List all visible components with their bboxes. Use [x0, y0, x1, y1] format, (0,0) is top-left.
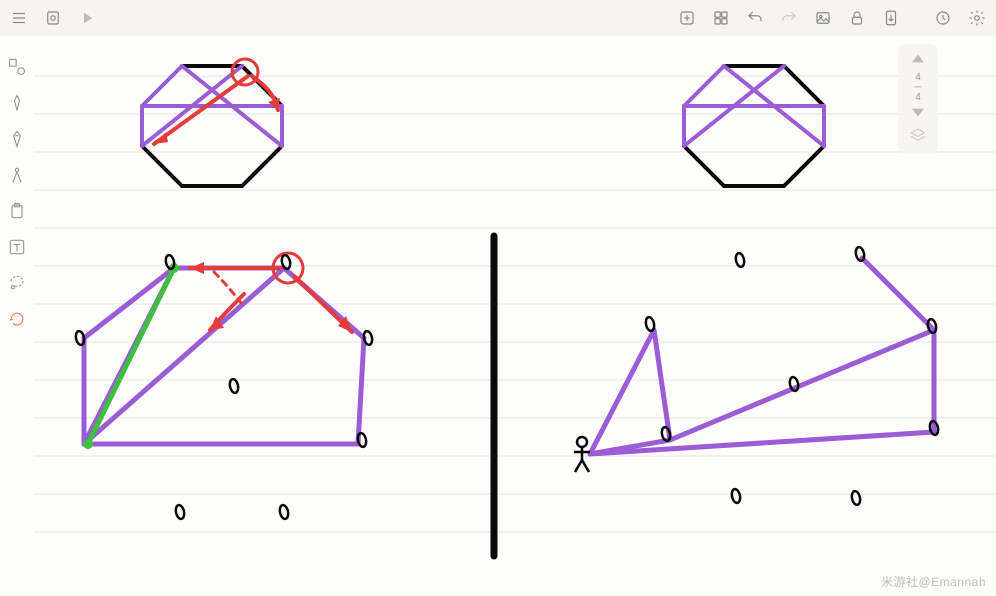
- drawing-canvas-container: [34, 36, 996, 596]
- shape-tool[interactable]: [6, 56, 28, 78]
- toolbar-left: [6, 5, 100, 31]
- toolbar-right: [674, 5, 990, 31]
- lasso-tool[interactable]: [6, 272, 28, 294]
- export-button[interactable]: [878, 5, 904, 31]
- drawing-canvas[interactable]: [34, 36, 996, 596]
- page-indicator: 4─ 4: [914, 73, 921, 103]
- lock-button[interactable]: [844, 5, 870, 31]
- settings-button[interactable]: [964, 5, 990, 31]
- layers-button[interactable]: [909, 126, 927, 149]
- watermark: 米游社@Emannah: [881, 573, 986, 590]
- compass-tool[interactable]: [6, 164, 28, 186]
- grid-button[interactable]: [708, 5, 734, 31]
- play-button[interactable]: [74, 5, 100, 31]
- clipboard-tool[interactable]: [6, 200, 28, 222]
- text-tool[interactable]: [6, 236, 28, 258]
- page-nav-widget: 4─ 4: [898, 44, 938, 154]
- pen-tool-1[interactable]: [6, 92, 28, 114]
- pen-tool-2[interactable]: [6, 128, 28, 150]
- history-button[interactable]: [930, 5, 956, 31]
- page-down-button[interactable]: [909, 103, 927, 126]
- image-button[interactable]: [810, 5, 836, 31]
- app-root: 4─ 4 米游社@Emannah: [0, 0, 996, 596]
- refresh-tool[interactable]: [6, 308, 28, 330]
- menu-button[interactable]: [6, 5, 32, 31]
- redo-button[interactable]: [776, 5, 802, 31]
- page-current: 4: [915, 72, 921, 83]
- tool-sidebar: [0, 36, 34, 596]
- undo-button[interactable]: [742, 5, 768, 31]
- page-total: 4: [915, 92, 921, 103]
- top-toolbar: [0, 0, 996, 36]
- add-page-button[interactable]: [674, 5, 700, 31]
- page-view-button[interactable]: [40, 5, 66, 31]
- page-up-button[interactable]: [909, 50, 927, 73]
